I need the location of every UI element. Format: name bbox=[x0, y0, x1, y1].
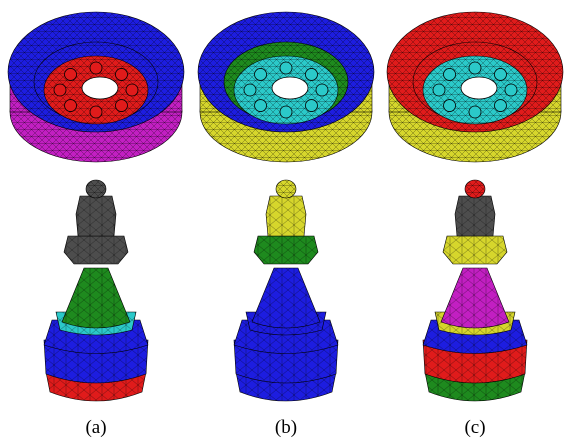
pawn-collar-segment bbox=[253, 235, 319, 265]
caption-a: (a) bbox=[85, 417, 107, 438]
bolt bbox=[254, 68, 267, 81]
wheel-bolts bbox=[243, 61, 329, 119]
wheel-model bbox=[386, 11, 564, 163]
bolt bbox=[254, 99, 267, 112]
bolt bbox=[504, 83, 518, 97]
pawn-finial-segment bbox=[464, 179, 486, 199]
bolt bbox=[494, 99, 507, 112]
bolt bbox=[432, 83, 446, 97]
bolt bbox=[305, 99, 318, 112]
bolt bbox=[443, 68, 456, 81]
pawn-model bbox=[233, 179, 339, 402]
pawn-collar-segment bbox=[63, 235, 129, 265]
pawn-finial-segment bbox=[85, 179, 107, 199]
bolt bbox=[279, 61, 293, 75]
pawn-neck-segment bbox=[251, 267, 321, 329]
panel-a bbox=[7, 11, 185, 402]
bolt bbox=[64, 68, 77, 81]
wheel-bolts bbox=[432, 61, 518, 119]
pawn-head-segment bbox=[75, 195, 117, 237]
bolt bbox=[279, 105, 293, 119]
bolt bbox=[315, 83, 329, 97]
bolt bbox=[305, 68, 318, 81]
wheel-center-hole bbox=[271, 76, 309, 100]
bolt bbox=[89, 61, 103, 75]
pawn-finial-segment bbox=[275, 179, 297, 199]
bolt bbox=[64, 99, 77, 112]
caption-b: (b) bbox=[274, 417, 298, 438]
bolt bbox=[243, 83, 257, 97]
pawn-neck-segment bbox=[440, 267, 510, 329]
bolt bbox=[125, 83, 139, 97]
pawn-head-segment bbox=[265, 195, 307, 237]
wheel-center-hole bbox=[81, 76, 119, 100]
wheel-center-hole bbox=[460, 76, 498, 100]
caption-c: (c) bbox=[464, 417, 486, 438]
pawn-collar-segment bbox=[442, 235, 508, 265]
pawn-model bbox=[422, 179, 528, 402]
bolt bbox=[53, 83, 67, 97]
bolt bbox=[468, 105, 482, 119]
bolt bbox=[468, 61, 482, 75]
bolt bbox=[89, 105, 103, 119]
bolt bbox=[494, 68, 507, 81]
bolt bbox=[115, 99, 128, 112]
wheel-bolts bbox=[53, 61, 139, 119]
pawn-neck-segment bbox=[61, 267, 131, 329]
panel-b bbox=[197, 11, 375, 402]
bolt bbox=[115, 68, 128, 81]
pawn-head-segment bbox=[454, 195, 496, 237]
pawn-model bbox=[43, 179, 149, 402]
wheel-model bbox=[7, 11, 185, 163]
panel-c bbox=[386, 11, 564, 402]
wheel-model bbox=[197, 11, 375, 163]
bolt bbox=[443, 99, 456, 112]
